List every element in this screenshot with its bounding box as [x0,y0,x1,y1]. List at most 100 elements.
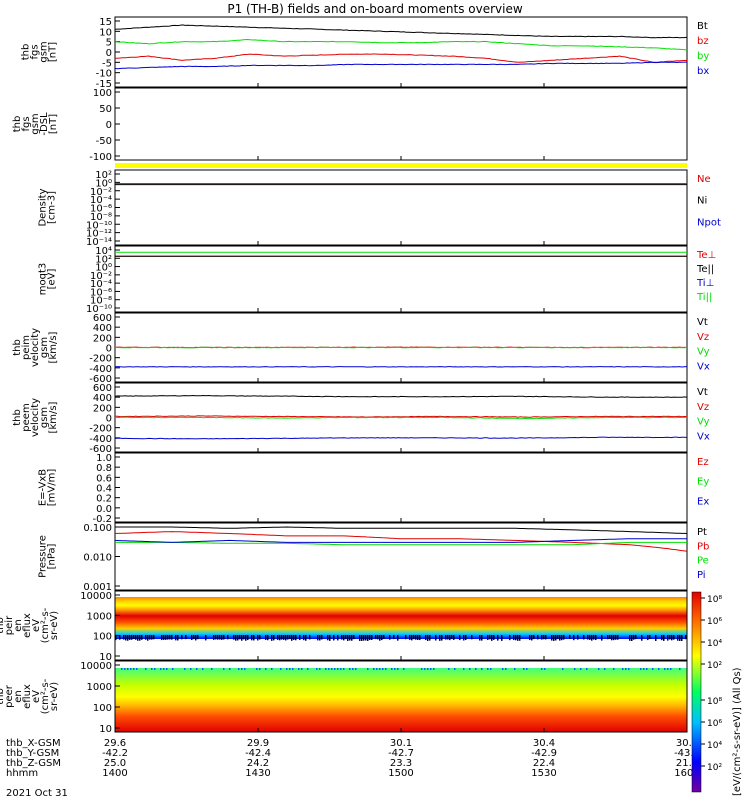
heatmap-speckle [487,668,489,670]
y-axis-label: gsm [39,337,50,358]
heatmap-speckle [129,635,131,640]
y-axis-label: velocity [30,398,41,437]
heatmap-speckle [541,635,543,640]
heatmap-speckle [509,635,511,641]
heatmap-speckle [161,635,163,641]
heatmap-speckle [427,635,429,641]
heatmap-speckle [439,635,441,641]
heatmap-speckle [125,635,127,641]
heatmap-speckle [379,635,381,641]
heatmap-speckle [382,668,384,670]
panels-group: 151050-5-10-15thbfgsgsm[nT]Btbzbybx10050… [0,16,721,735]
date-label: 2021 Oct 31 [6,788,68,799]
heatmap-speckle [445,635,447,640]
heatmap-speckle [256,668,258,670]
y-tick-label: -0.2 [92,514,112,525]
heatmap-speckle [367,668,369,670]
heatmap-speckle [355,668,357,670]
y-axis-label: en [13,690,24,703]
y-tick-label: 200 [93,403,112,414]
heatmap-speckle [658,668,660,670]
y-tick-label: 0.100 [83,523,112,534]
heatmap-speckle [641,635,643,641]
panel-frame [114,169,688,246]
y-tick-label: 100 [93,88,112,99]
colorbar-gradient [691,591,702,793]
heatmap-speckle [293,635,295,640]
heatmap-speckle [271,635,273,641]
y-tick-label: 10² [95,170,112,181]
heatmap-speckle [343,668,345,670]
legend-Vz: Vz [697,332,709,343]
panel-efield: 1.00.80.60.40.20.0-0.2 E=-VxB[mV/m] Ez Ey Ex [38,452,709,525]
x-row-label: thb_Z-GSM [6,758,61,769]
heatmap-speckle [425,635,427,641]
y-tick-label: -15 [96,79,112,90]
colorbar-tick-label: 10⁴ [707,741,722,751]
heatmap-speckle [292,668,294,670]
heatmap-speckle [551,635,553,641]
legend-Ey: Ey [697,477,709,488]
heatmap-speckle [243,635,245,640]
heatmap-speckle [139,635,141,641]
y-tick-label: 0 [106,120,112,131]
heatmap-speckle [451,635,453,640]
heatmap-speckle [555,635,557,641]
heatmap-speckle [613,668,615,670]
legend-Vx: Vx [697,361,710,372]
series-bz [115,53,687,63]
heatmap-speckle [303,635,305,641]
heatmap-speckle [334,668,336,670]
heatmap-speckle [557,635,559,640]
heatmap-speckle [267,635,269,641]
heatmap-speckle [273,635,275,641]
y-tick-label: -50 [96,136,112,147]
y-tick-label: 10⁻² [90,187,112,198]
y-axis-label: [cm-3] [47,191,58,224]
y-axis-label: peem [21,403,32,431]
heatmap-speckle [221,635,223,640]
heatmap-speckle [131,635,133,640]
heatmap-speckle [489,635,491,640]
heatmap-speckle [281,635,283,640]
heatmap-speckle [529,635,531,641]
heatmap-speckle [533,635,535,640]
heatmap-speckle [333,635,335,641]
legend-Ti||: Ti|| [696,292,712,303]
y-tick-label: 10000 [80,661,112,672]
series-Pb [114,531,688,552]
heatmap-speckle [379,668,381,670]
heatmap-speckle [526,668,528,670]
heatmap-speckle [497,635,499,641]
y-tick-label: 200 [93,333,112,344]
y-tick-label: 10⁻¹² [86,229,112,240]
y-tick-label: -200 [89,424,112,435]
y-axis-label: thb [0,617,6,634]
heatmap-speckle [617,635,619,640]
heatmap-speckle [465,635,467,640]
heatmap-speckle [371,635,373,640]
heatmap-speckle [191,635,193,641]
heatmap-speckle [403,668,405,670]
heatmap-speckle [505,668,507,670]
heatmap-speckle [145,635,147,640]
heatmap-speckle [367,635,369,641]
heatmap-speckle [309,635,311,640]
colorbar-ticks: 10⁸ 10⁶ 10⁴ 10² 10⁸ 10⁶ 10⁴ 10² [701,595,722,773]
heatmap-speckle [391,668,393,670]
y-axis-label: gsm [39,41,50,62]
heatmap-speckle [514,668,516,670]
heatmap-speckle [301,668,303,670]
heatmap-speckle [569,635,571,640]
heatmap-speckle [397,635,399,641]
heatmap-speckle [409,635,411,640]
series-bx [114,61,687,70]
heatmap-speckle [421,668,423,670]
heatmap-speckle [277,635,279,640]
heatmap-speckle [133,635,135,640]
heatmap-speckle [257,635,259,641]
heatmap-speckle [185,635,187,640]
